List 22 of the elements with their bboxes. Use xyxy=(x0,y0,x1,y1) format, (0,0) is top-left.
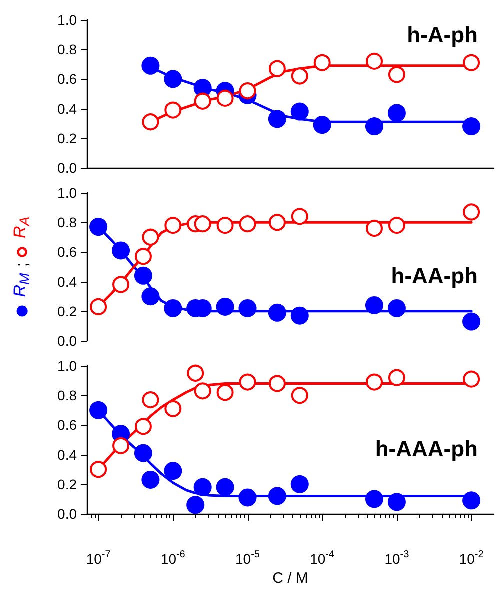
y-tick-label: 0.2 xyxy=(58,476,78,492)
y-tick-label: 0.6 xyxy=(58,71,78,88)
y-tick-label: 0.2 xyxy=(58,303,78,320)
chart-title: h-A-ph xyxy=(407,22,478,48)
x-axis-title: C / M xyxy=(272,570,308,587)
y-tick-label: 1.0 xyxy=(58,12,78,28)
y-tick-label: 0.8 xyxy=(58,388,78,404)
y-tick-label: 0.0 xyxy=(58,333,78,349)
y-tick-label: 0.8 xyxy=(58,42,78,58)
y-tick-label: 0.2 xyxy=(58,130,78,146)
y-tick-label: 0.0 xyxy=(58,160,78,176)
y-tick-label: 1.0 xyxy=(58,185,78,201)
y-tick-label: 0.6 xyxy=(58,417,78,434)
y-tick-label: 0.4 xyxy=(58,274,78,290)
y-tick-label: 0.0 xyxy=(58,506,78,522)
y-tick-label: 0.8 xyxy=(58,214,78,231)
y-tick-label: 0.4 xyxy=(58,100,78,117)
y-tick-label: 0.4 xyxy=(58,446,78,463)
text: h-AA-ph xyxy=(391,264,478,288)
text: h-AAA-ph xyxy=(375,436,478,462)
y-tick-label: 1.0 xyxy=(58,358,78,374)
y-tick-label: 0.6 xyxy=(58,244,78,260)
